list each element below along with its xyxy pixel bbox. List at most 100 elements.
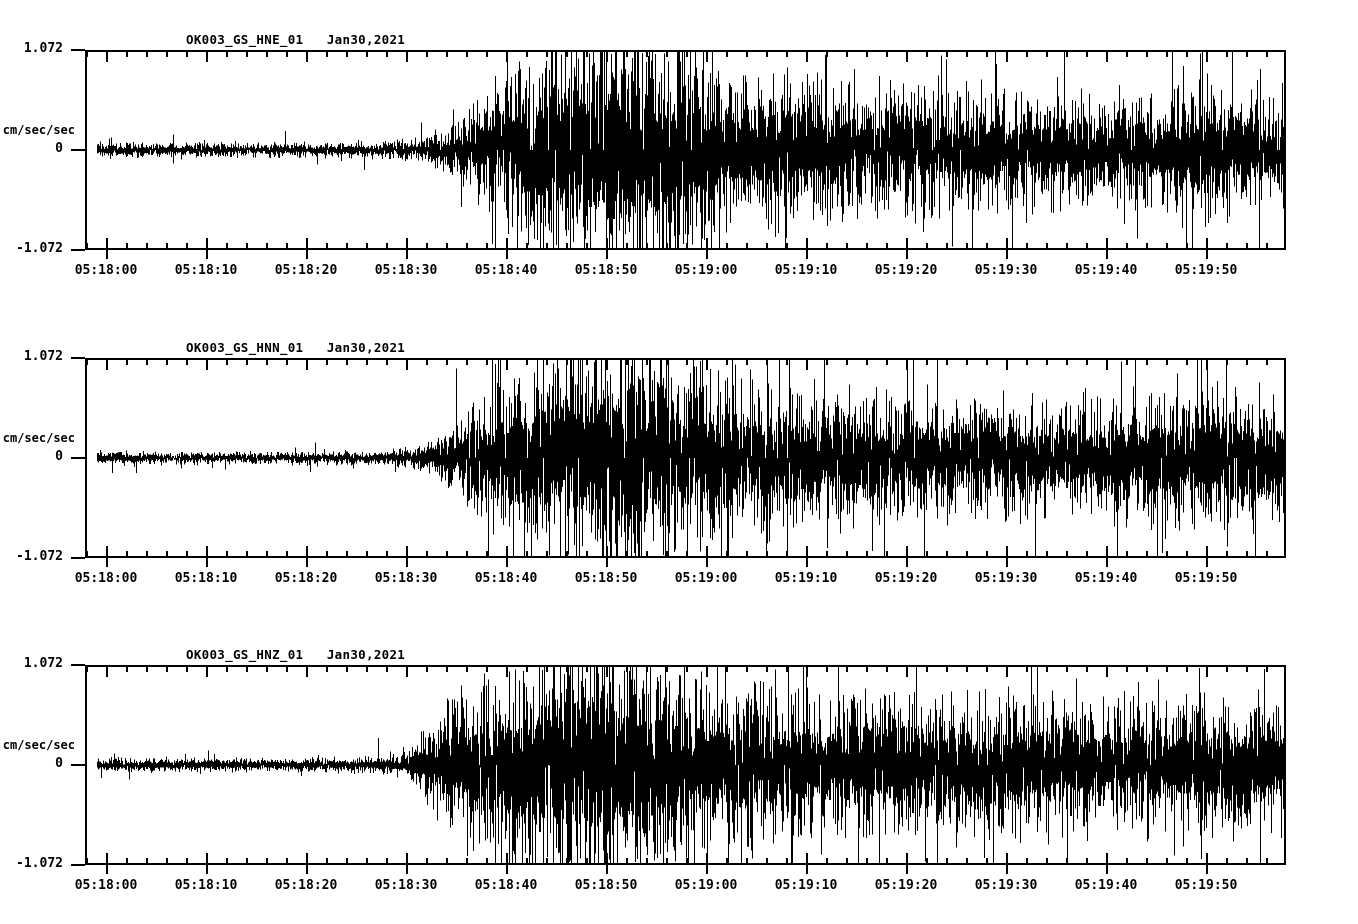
x-minor-tick-bottom (986, 243, 988, 250)
x-minor-tick-bottom (546, 551, 548, 558)
x-major-tick-bottom (906, 853, 908, 865)
x-major-tick-bottom (1106, 546, 1108, 558)
x-minor-tick-bottom (846, 551, 848, 558)
x-minor-tick-bottom (1026, 551, 1028, 558)
x-minor-tick-top (186, 358, 188, 365)
x-tick-label: 05:18:50 (574, 878, 638, 893)
x-minor-tick-bottom (446, 243, 448, 250)
x-minor-tick-bottom (886, 551, 888, 558)
x-minor-tick-bottom (126, 551, 128, 558)
trace-title: OK003_GS_HNE_01 Jan30,2021 (186, 32, 406, 47)
x-minor-tick-top (146, 665, 148, 672)
x-major-tick-outer (106, 865, 108, 874)
x-minor-tick-bottom (646, 858, 648, 865)
trace-title: OK003_GS_HNN_01 Jan30,2021 (186, 340, 406, 355)
y-tick-mark (71, 149, 85, 151)
x-minor-tick-bottom (1266, 243, 1268, 250)
x-minor-tick-top (366, 50, 368, 57)
y-tick-mark (71, 664, 85, 666)
x-tick-label: 05:19:30 (974, 263, 1038, 278)
x-minor-tick-top (666, 665, 668, 672)
x-minor-tick-bottom (346, 858, 348, 865)
x-major-tick-top (1206, 358, 1208, 370)
x-minor-tick-top (166, 665, 168, 672)
x-minor-tick-top (546, 50, 548, 57)
x-minor-tick-top (86, 665, 88, 672)
x-minor-tick-top (326, 665, 328, 672)
x-minor-tick-bottom (946, 243, 948, 250)
x-major-tick-top (1006, 50, 1008, 62)
x-minor-tick-bottom (586, 858, 588, 865)
x-major-tick-top (706, 665, 708, 677)
x-major-tick-bottom (506, 238, 508, 250)
x-major-tick-top (406, 50, 408, 62)
x-major-tick-outer (1206, 558, 1208, 567)
x-minor-tick-bottom (1246, 551, 1248, 558)
x-minor-tick-bottom (226, 243, 228, 250)
x-minor-tick-bottom (586, 243, 588, 250)
x-minor-tick-bottom (226, 858, 228, 865)
x-minor-tick-bottom (286, 858, 288, 865)
x-minor-tick-top (446, 358, 448, 365)
x-minor-tick-top (226, 50, 228, 57)
x-minor-tick-top (346, 50, 348, 57)
x-minor-tick-top (746, 50, 748, 57)
x-major-tick-top (706, 358, 708, 370)
x-tick-label: 05:19:00 (674, 263, 738, 278)
x-major-tick-outer (706, 558, 708, 567)
x-minor-tick-bottom (826, 243, 828, 250)
x-minor-tick-bottom (1166, 243, 1168, 250)
x-minor-tick-top (986, 358, 988, 365)
x-minor-tick-top (1266, 358, 1268, 365)
y-tick-label: 1.072 (23, 656, 63, 671)
x-tick-label: 05:19:50 (1174, 878, 1238, 893)
x-minor-tick-top (426, 50, 428, 57)
x-minor-tick-top (386, 358, 388, 365)
x-minor-tick-bottom (966, 551, 968, 558)
x-major-tick-bottom (706, 546, 708, 558)
x-minor-tick-top (746, 358, 748, 365)
x-minor-tick-top (466, 358, 468, 365)
x-tick-label: 05:19:00 (674, 878, 738, 893)
x-major-tick-top (406, 358, 408, 370)
x-major-tick-top (106, 665, 108, 677)
x-tick-label: 05:18:20 (274, 263, 338, 278)
x-minor-tick-top (1246, 50, 1248, 57)
x-minor-tick-bottom (1086, 858, 1088, 865)
x-minor-tick-top (1166, 665, 1168, 672)
x-major-tick-outer (1006, 558, 1008, 567)
x-minor-tick-bottom (626, 858, 628, 865)
x-minor-tick-top (866, 665, 868, 672)
x-minor-tick-top (126, 358, 128, 365)
x-minor-tick-top (786, 50, 788, 57)
x-minor-tick-bottom (846, 858, 848, 865)
x-minor-tick-bottom (126, 858, 128, 865)
x-minor-tick-bottom (1166, 551, 1168, 558)
y-tick-label: 0 (55, 756, 63, 771)
x-major-tick-bottom (106, 546, 108, 558)
x-major-tick-top (1106, 358, 1108, 370)
y-axis-unit-label: cm/sec/sec (2, 738, 75, 752)
x-major-tick-bottom (306, 853, 308, 865)
x-minor-tick-top (266, 358, 268, 365)
x-minor-tick-top (1166, 50, 1168, 57)
x-minor-tick-bottom (366, 858, 368, 865)
x-minor-tick-top (526, 665, 528, 672)
x-major-tick-outer (606, 865, 608, 874)
x-minor-tick-top (486, 50, 488, 57)
x-minor-tick-bottom (986, 858, 988, 865)
x-minor-tick-top (326, 358, 328, 365)
x-major-tick-top (906, 665, 908, 677)
x-major-tick-top (306, 358, 308, 370)
x-minor-tick-bottom (886, 243, 888, 250)
x-major-tick-outer (306, 865, 308, 874)
x-minor-tick-bottom (1146, 243, 1148, 250)
x-minor-tick-bottom (566, 243, 568, 250)
x-minor-tick-top (246, 358, 248, 365)
x-minor-tick-bottom (386, 243, 388, 250)
x-minor-tick-bottom (146, 858, 148, 865)
x-minor-tick-bottom (546, 243, 548, 250)
x-major-tick-bottom (506, 853, 508, 865)
x-minor-tick-bottom (486, 858, 488, 865)
x-minor-tick-top (786, 358, 788, 365)
